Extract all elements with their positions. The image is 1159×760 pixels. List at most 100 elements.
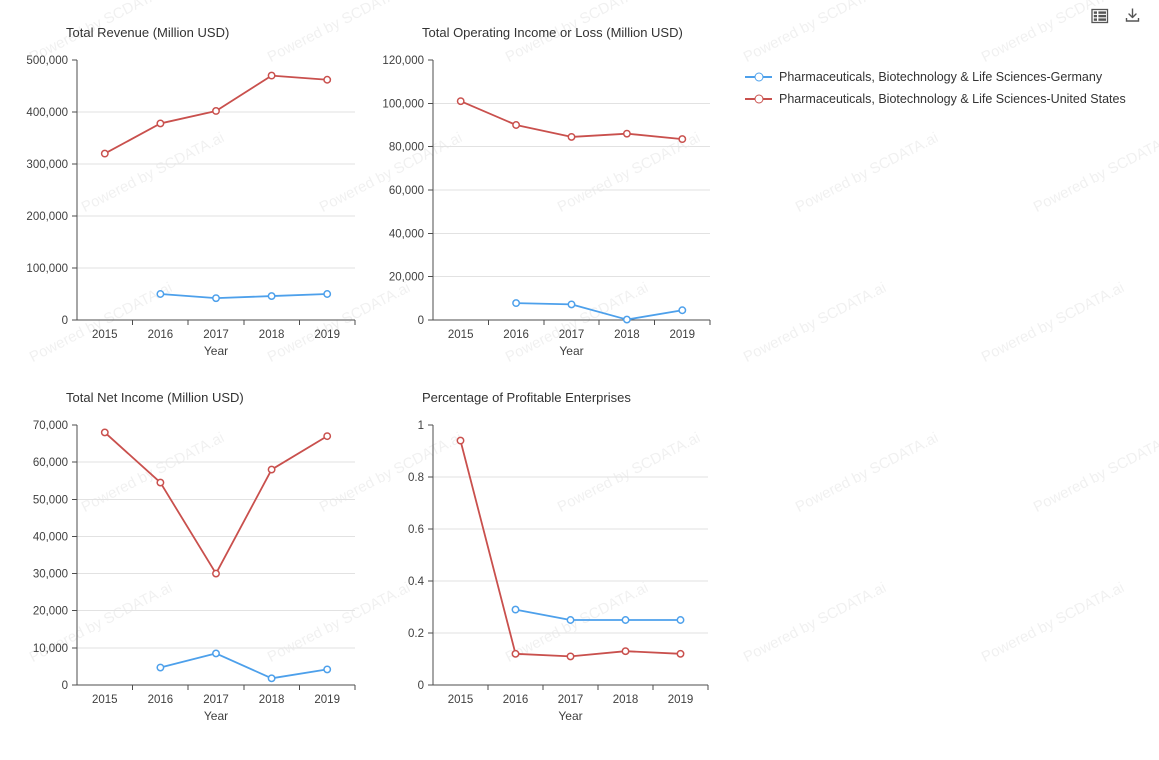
chart-total-operating-income: 0 20,000 40,000 60,000 80,000 100,000 120,000 2… <box>374 12 726 362</box>
data-point <box>323 290 332 298</box>
y-tick-label: 100,000 <box>26 263 68 275</box>
legend-label: Pharmaceuticals, Biotechnology & Life Sc… <box>779 70 1103 84</box>
y-tick-label: 20,000 <box>389 272 424 284</box>
x-tick-label: 2018 <box>259 694 285 706</box>
x-tick-label: 2018 <box>259 329 285 341</box>
series-line <box>515 302 684 321</box>
y-tick-label: 0 <box>418 680 424 692</box>
x-axis-title: Year <box>558 709 582 723</box>
x-tick-label: 2015 <box>92 329 118 341</box>
y-tick-label: 70,000 <box>33 420 68 432</box>
data-point <box>456 97 465 106</box>
chart-percentage-profitable: 0 0.2 0.4 0.6 0.8 1 2015 2016 2017 2018 2019 Year Pe… <box>374 377 726 727</box>
data-point <box>156 663 165 672</box>
x-tick-label: 2017 <box>558 694 584 706</box>
data-point <box>156 290 165 298</box>
y-tick-label: 0.6 <box>408 524 424 536</box>
y-tick-label: 0.4 <box>408 576 425 588</box>
data-point <box>566 652 575 661</box>
legend-circle-icon <box>754 94 763 104</box>
x-tick-label: 2019 <box>668 694 694 706</box>
data-point <box>621 616 630 624</box>
x-tick-label: 2016 <box>148 329 174 341</box>
legend: Pharmaceuticals, Biotechnology & Life Sc… <box>745 66 1126 110</box>
data-point <box>156 478 165 487</box>
data-point <box>100 149 109 158</box>
data-point <box>678 135 687 144</box>
x-tick-label: 2019 <box>670 329 696 341</box>
legend-label: Pharmaceuticals, Biotechnology & Life Sc… <box>779 92 1126 106</box>
x-tick-label: 2019 <box>314 329 340 341</box>
y-tick-label: 50,000 <box>33 494 68 506</box>
y-tick-label: 200,000 <box>26 211 68 223</box>
data-point <box>212 107 220 115</box>
y-tick-label: 0.8 <box>408 472 424 484</box>
y-tick-label: 40,000 <box>33 531 68 543</box>
x-axis-title: Year <box>204 344 228 358</box>
series-line <box>459 439 682 658</box>
series-line <box>103 431 329 575</box>
data-point <box>212 294 220 303</box>
data-point <box>156 119 165 128</box>
legend-item-germany[interactable]: Pharmaceuticals, Biotechnology & Life Sc… <box>745 66 1126 88</box>
data-point <box>621 647 630 656</box>
watermark-text: Powered by SCDATA.ai <box>740 0 890 66</box>
y-tick-label: 400,000 <box>26 107 68 119</box>
watermark-text: Powered by SCDATA.ai <box>792 129 942 216</box>
x-tick-label: 2015 <box>92 694 118 706</box>
y-tick-label: 0 <box>418 315 424 327</box>
data-point <box>100 428 109 437</box>
x-tick-label: 2018 <box>614 329 640 341</box>
y-tick-label: 1 <box>418 420 424 432</box>
data-point <box>323 75 332 84</box>
series-line <box>514 608 682 621</box>
watermark-text: Powered by SCDATA.ai <box>740 279 890 366</box>
chart-title: Total Net Income (Million USD) <box>66 390 244 405</box>
x-tick-label: 2017 <box>203 329 229 341</box>
series-line <box>159 652 329 680</box>
chart-title: Percentage of Profitable Enterprises <box>422 390 631 405</box>
data-point <box>212 649 220 658</box>
legend-item-united-states[interactable]: Pharmaceuticals, Biotechnology & Life Sc… <box>745 88 1126 110</box>
data-point <box>567 132 576 141</box>
chart-canvas: 0 0.2 0.4 0.6 0.8 1 2015 2016 2017 2018 2019 Year Pe… <box>408 390 709 723</box>
y-tick-label: 20,000 <box>33 606 68 618</box>
data-point <box>267 292 276 301</box>
chart-title: Total Revenue (Million USD) <box>66 25 229 40</box>
data-point <box>512 299 521 308</box>
x-tick-label: 2019 <box>314 694 340 706</box>
watermark-text: Powered by SCDATA.ai <box>740 579 890 666</box>
y-tick-label: 30,000 <box>33 569 68 581</box>
series-line <box>159 293 329 300</box>
x-tick-label: 2015 <box>448 694 474 706</box>
data-point <box>512 121 521 129</box>
y-tick-label: 0 <box>62 680 68 692</box>
y-tick-label: 10,000 <box>33 643 68 655</box>
legend-marker-germany <box>745 71 772 83</box>
table-view-icon[interactable] <box>1089 6 1111 26</box>
download-icon[interactable] <box>1122 5 1143 26</box>
data-point <box>267 465 276 474</box>
y-tick-label: 60,000 <box>389 185 424 197</box>
x-tick-label: 2016 <box>503 329 529 341</box>
x-axis-title: Year <box>204 709 228 723</box>
data-point <box>511 649 520 658</box>
data-point <box>567 300 576 309</box>
chart-canvas: 0 10,000 20,000 30,000 40,000 50,000 60,000 70,… <box>33 390 356 723</box>
data-point <box>676 649 685 658</box>
y-tick-label: 60,000 <box>33 457 68 469</box>
x-tick-label: 2017 <box>559 329 585 341</box>
data-point <box>323 432 332 441</box>
chart-canvas: 0 100,000 200,000 300,000 400,000 500,000 2015… <box>26 25 356 358</box>
watermark-text: Powered by SCDATA.ai <box>1030 129 1159 216</box>
chart-title: Total Operating Income or Loss (Million … <box>422 25 683 40</box>
toolbar <box>1089 5 1143 26</box>
data-point <box>622 129 631 138</box>
data-point <box>676 616 685 624</box>
x-tick-label: 2016 <box>148 694 174 706</box>
x-tick-label: 2016 <box>503 694 529 706</box>
watermark-text: Powered by SCDATA.ai <box>1030 429 1159 516</box>
data-point <box>212 569 220 578</box>
y-tick-label: 120,000 <box>382 55 424 67</box>
